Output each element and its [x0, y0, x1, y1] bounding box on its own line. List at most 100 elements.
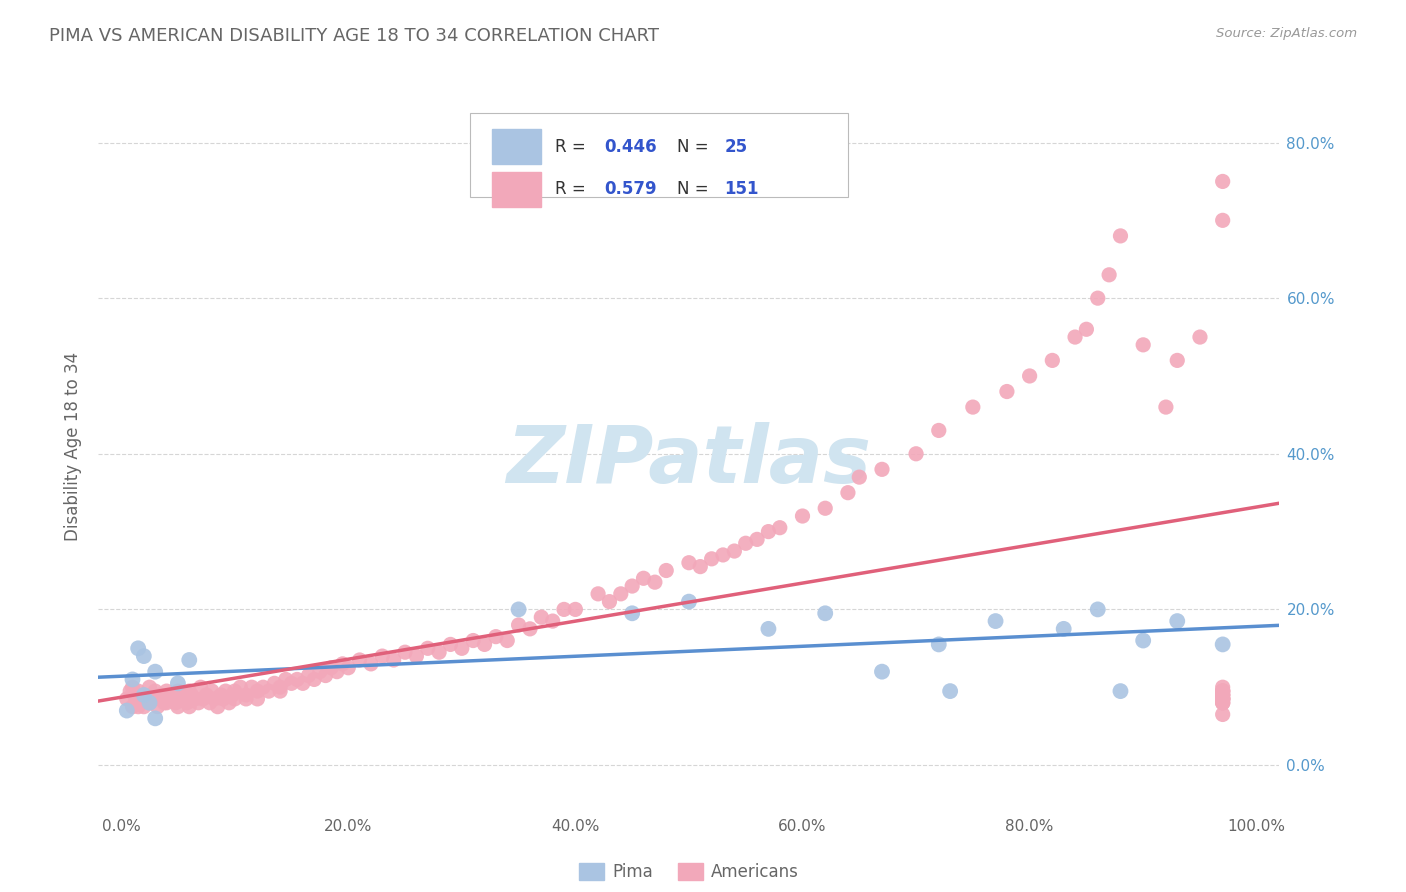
Point	[928, 424, 950, 438]
Point	[297, 668, 319, 682]
Point	[1212, 692, 1234, 706]
Point	[382, 653, 405, 667]
Point	[127, 684, 149, 698]
Point	[179, 684, 201, 698]
Point	[149, 692, 172, 706]
Point	[1212, 692, 1234, 706]
Point	[553, 602, 575, 616]
Point	[1212, 692, 1234, 706]
Text: 25: 25	[724, 138, 748, 156]
Point	[360, 657, 382, 671]
Point	[285, 673, 308, 687]
Point	[246, 684, 269, 698]
Point	[121, 680, 143, 694]
Point	[1212, 684, 1234, 698]
Point	[1212, 707, 1234, 722]
Point	[541, 614, 564, 628]
Text: 0.579: 0.579	[605, 180, 657, 198]
Point	[1212, 692, 1234, 706]
Point	[1212, 696, 1234, 710]
Point	[143, 711, 166, 725]
Point	[870, 462, 893, 476]
Point	[146, 699, 169, 714]
Point	[678, 556, 700, 570]
Point	[621, 579, 644, 593]
Point	[263, 676, 285, 690]
Point	[1212, 684, 1234, 698]
Point	[928, 637, 950, 651]
Point	[1087, 602, 1109, 616]
Point	[870, 665, 893, 679]
Point	[427, 645, 450, 659]
Point	[439, 637, 461, 651]
Point	[734, 536, 756, 550]
Point	[143, 684, 166, 698]
Point	[644, 575, 666, 590]
Point	[235, 688, 257, 702]
FancyBboxPatch shape	[471, 113, 848, 197]
Point	[326, 665, 349, 679]
Point	[450, 641, 472, 656]
Point	[939, 684, 962, 698]
Point	[405, 649, 427, 664]
Point	[1040, 353, 1063, 368]
Point	[633, 571, 655, 585]
Point	[155, 684, 177, 698]
Point	[221, 688, 243, 702]
Point	[187, 696, 209, 710]
Point	[1212, 684, 1234, 698]
Point	[212, 692, 235, 706]
Point	[1212, 692, 1234, 706]
Point	[1212, 684, 1234, 698]
Point	[508, 618, 530, 632]
Point	[309, 665, 332, 679]
Point	[176, 696, 198, 710]
Point	[321, 661, 343, 675]
Point	[1212, 637, 1234, 651]
Point	[1109, 684, 1132, 698]
Point	[837, 485, 859, 500]
Text: 151: 151	[724, 180, 759, 198]
Point	[1212, 696, 1234, 710]
Point	[1053, 622, 1076, 636]
Point	[315, 668, 337, 682]
Point	[1154, 400, 1177, 414]
Point	[1212, 688, 1234, 702]
Point	[745, 533, 768, 547]
Point	[519, 622, 541, 636]
Point	[848, 470, 870, 484]
Point	[198, 696, 221, 710]
Point	[138, 696, 160, 710]
Text: N =: N =	[678, 180, 714, 198]
Point	[496, 633, 519, 648]
Point	[124, 688, 146, 702]
Point	[167, 676, 190, 690]
Point	[127, 699, 149, 714]
Point	[1018, 368, 1040, 383]
Point	[723, 544, 745, 558]
Point	[209, 688, 232, 702]
Point	[132, 649, 155, 664]
Point	[269, 680, 291, 694]
Point	[190, 680, 212, 694]
Point	[678, 594, 700, 608]
Point	[224, 684, 246, 698]
Point	[135, 692, 157, 706]
Point	[814, 501, 837, 516]
Point	[758, 524, 780, 539]
Point	[132, 688, 155, 702]
Point	[1212, 692, 1234, 706]
Point	[142, 688, 165, 702]
Text: Source: ZipAtlas.com: Source: ZipAtlas.com	[1216, 27, 1357, 40]
Point	[121, 673, 143, 687]
Point	[1212, 688, 1234, 702]
Point	[167, 684, 190, 698]
Point	[416, 641, 439, 656]
Legend: Pima, Americans: Pima, Americans	[572, 856, 806, 888]
Bar	[492, 129, 541, 164]
Point	[173, 688, 195, 702]
Point	[711, 548, 734, 562]
Point	[1212, 696, 1234, 710]
Point	[1109, 228, 1132, 243]
Point	[184, 692, 207, 706]
